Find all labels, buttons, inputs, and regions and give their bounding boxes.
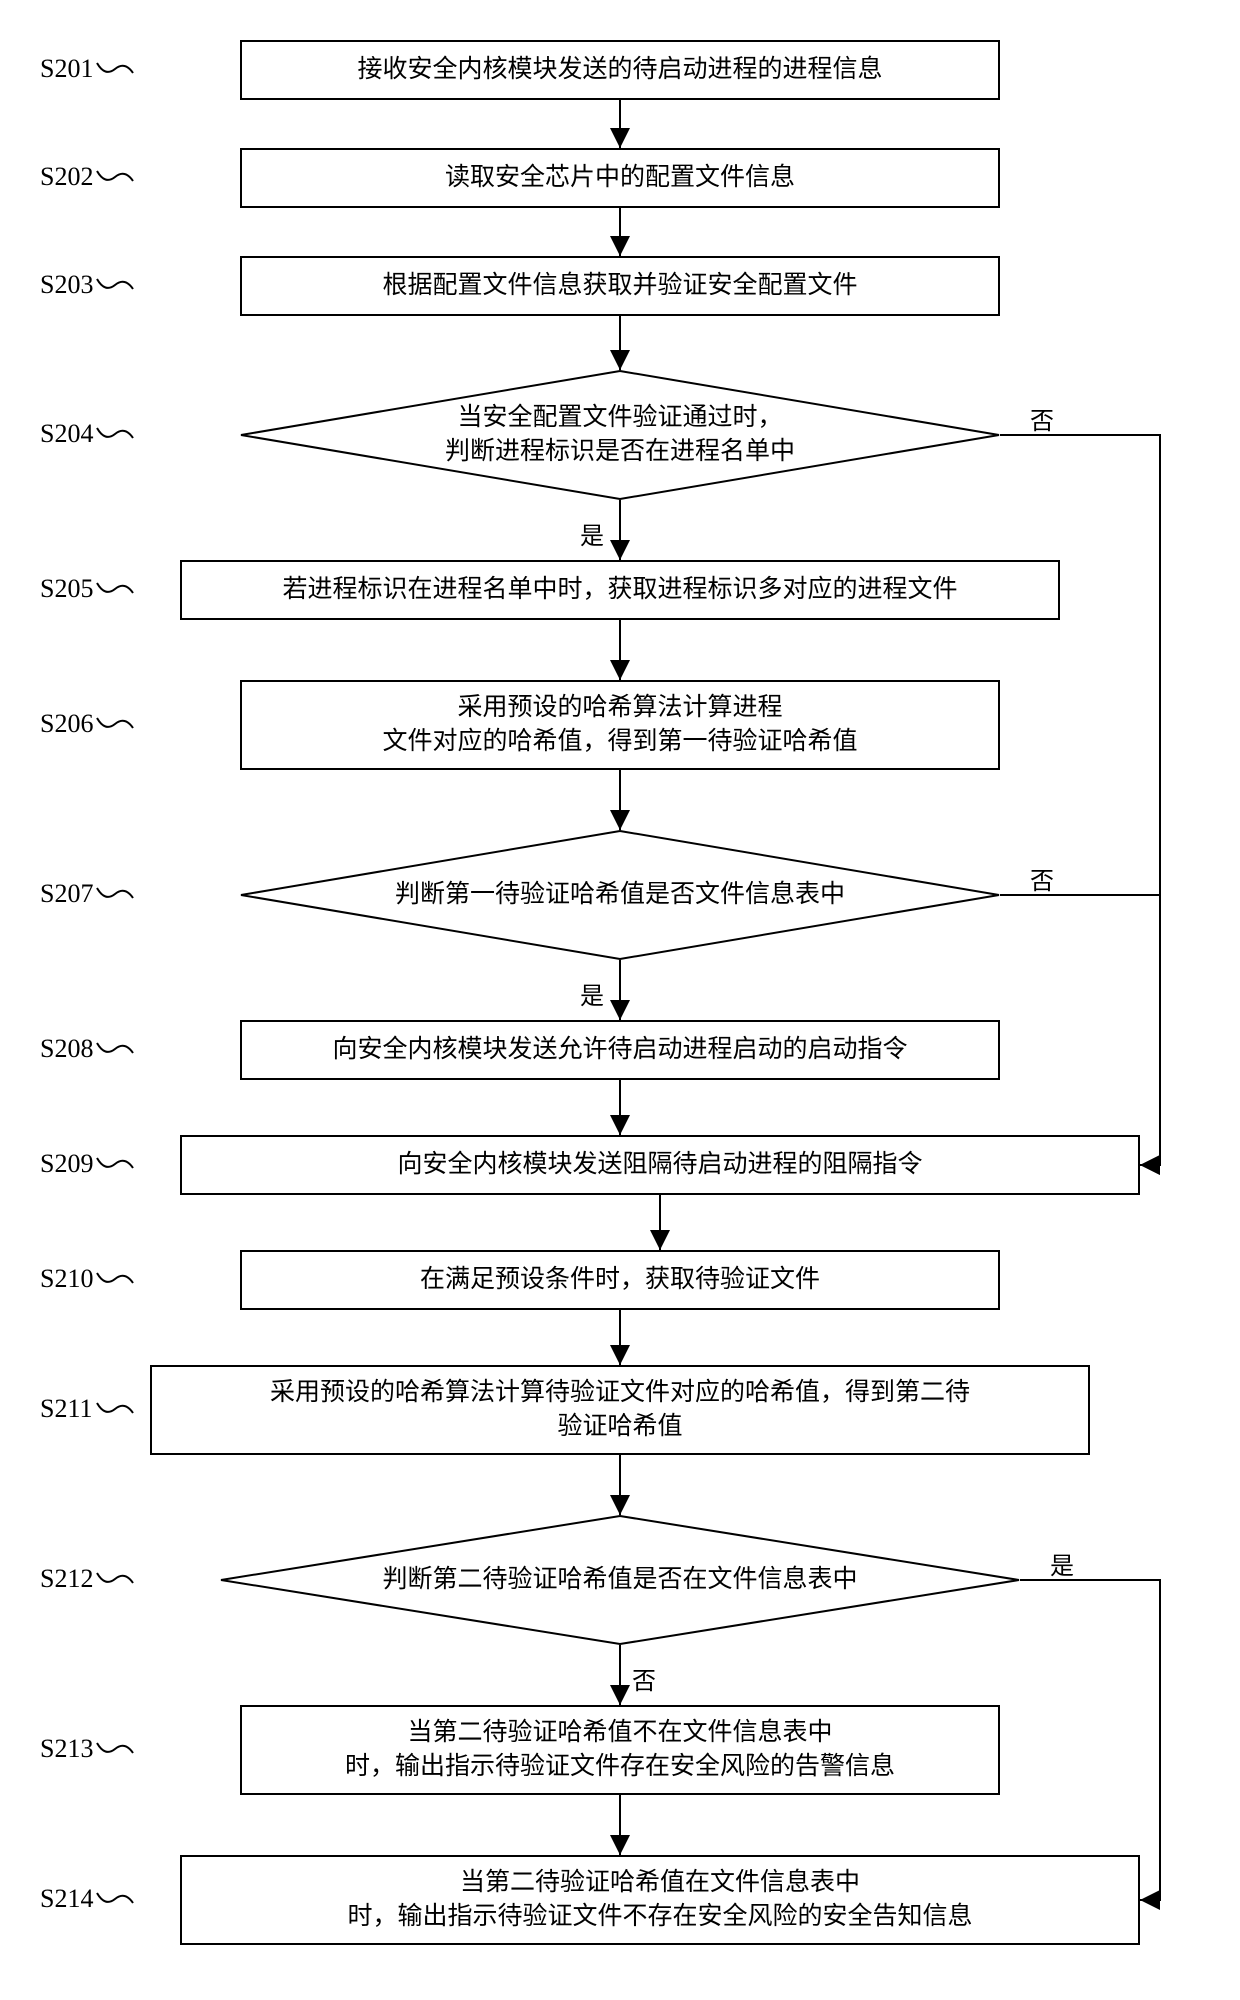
arrow-s213-s214	[20, 40, 1220, 1960]
flowchart-canvas: S201接收安全内核模块发送的待启动进程的进程信息S202读取安全芯片中的配置文…	[20, 40, 1220, 1960]
